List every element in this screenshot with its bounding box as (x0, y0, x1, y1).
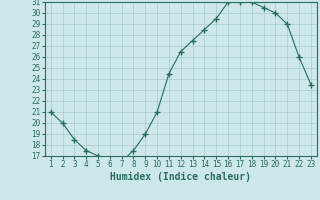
X-axis label: Humidex (Indice chaleur): Humidex (Indice chaleur) (110, 172, 251, 182)
